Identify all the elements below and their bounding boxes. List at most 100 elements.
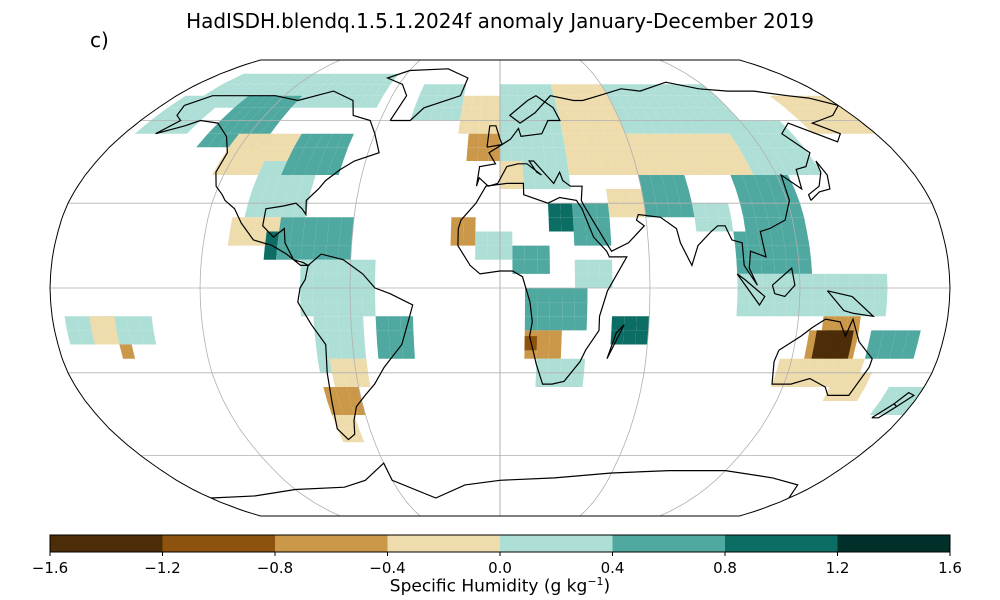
anomaly-cell xyxy=(797,245,812,260)
anomaly-cell xyxy=(616,95,633,108)
anomaly-cell xyxy=(661,95,681,108)
anomaly-cell xyxy=(270,107,292,121)
anomaly-cell xyxy=(769,120,793,134)
anomaly-cell xyxy=(141,330,157,345)
anomaly-cell xyxy=(670,95,690,108)
anomaly-cell xyxy=(351,330,365,345)
anomaly-cell xyxy=(264,175,282,189)
anomaly-cell xyxy=(302,84,324,96)
anomaly-cell xyxy=(709,120,730,134)
anomaly-cell xyxy=(672,175,689,189)
anomaly-cell xyxy=(617,189,632,204)
anomaly-cell xyxy=(651,147,668,161)
colorbar-tick-label: 1.6 xyxy=(938,559,962,577)
anomaly-cell xyxy=(679,95,700,108)
anomaly-cell xyxy=(458,120,471,134)
anomaly-cell xyxy=(272,133,292,148)
anomaly-cell xyxy=(244,203,260,218)
anomaly-cell xyxy=(509,95,519,108)
anomaly-cell xyxy=(689,107,710,121)
anomaly-cell xyxy=(230,84,256,96)
anomaly-cell xyxy=(466,147,479,161)
anomaly-cell xyxy=(437,84,450,96)
anomaly-cell xyxy=(487,231,500,246)
anomaly-cell xyxy=(791,217,807,232)
anomaly-cell xyxy=(299,175,316,189)
anomaly-cell xyxy=(298,147,316,161)
anomaly-cell xyxy=(329,95,348,108)
anomaly-cell xyxy=(337,302,351,317)
anomaly-cell xyxy=(489,133,500,148)
anomaly-cell xyxy=(338,84,357,96)
anomaly-cell xyxy=(841,372,860,387)
anomaly-cell xyxy=(428,84,442,96)
anomaly-cell xyxy=(740,203,756,218)
anomaly-cell xyxy=(537,316,550,331)
anomaly-cell xyxy=(729,133,750,148)
anomaly-cell xyxy=(813,107,840,121)
anomaly-cell xyxy=(587,273,600,288)
anomaly-cell xyxy=(543,147,556,161)
anomaly-cell xyxy=(569,120,584,134)
anomaly-cell xyxy=(463,217,476,232)
anomaly-cell xyxy=(595,107,610,121)
graticule-meridian xyxy=(199,60,341,516)
anomaly-cell xyxy=(234,95,258,108)
anomaly-cell xyxy=(892,330,909,345)
anomaly-cell xyxy=(656,133,674,148)
anomaly-cell xyxy=(755,217,771,232)
anomaly-cell xyxy=(262,95,285,108)
anomaly-cell xyxy=(632,107,650,121)
coastline xyxy=(457,182,628,385)
anomaly-cell xyxy=(759,189,776,204)
anomaly-cell xyxy=(771,133,793,148)
anomaly-cell xyxy=(524,259,538,274)
anomaly-cell xyxy=(150,107,178,121)
anomaly-cell xyxy=(612,161,627,175)
anomaly-cell xyxy=(373,73,392,85)
anomaly-cell xyxy=(252,231,267,246)
anomaly-cell xyxy=(739,120,761,134)
anomaly-cell xyxy=(289,231,304,246)
anomaly-cell xyxy=(891,387,913,401)
anomaly-cell xyxy=(332,372,347,387)
anomaly-cell xyxy=(880,401,904,415)
anomaly-cell xyxy=(829,372,848,387)
anomaly-cell xyxy=(649,120,667,134)
anomaly-cell xyxy=(356,84,374,96)
anomaly-cell xyxy=(836,330,852,345)
anomaly-cell xyxy=(868,330,884,345)
anomaly-cell xyxy=(315,161,332,175)
anomaly-cell xyxy=(235,161,254,175)
anomaly-cell xyxy=(525,84,536,96)
anomaly-cell xyxy=(601,84,617,96)
anomaly-cell xyxy=(694,217,709,232)
anomaly-cell xyxy=(512,245,525,260)
anomaly-cell xyxy=(532,147,545,161)
anomaly-cell xyxy=(279,217,294,232)
anomaly-cell xyxy=(326,330,341,345)
graticule-lines xyxy=(50,60,950,516)
anomaly-cell xyxy=(524,245,538,260)
anomaly-cell xyxy=(462,95,474,108)
anomaly-cell xyxy=(293,203,308,218)
anomaly-cell xyxy=(680,203,695,218)
anomaly-cell xyxy=(317,358,332,373)
anomaly-cell xyxy=(611,316,625,331)
anomaly-cell xyxy=(874,288,888,303)
anomaly-cell xyxy=(276,245,290,260)
anomaly-cell xyxy=(548,344,562,359)
anomaly-cell xyxy=(761,259,775,274)
anomaly-cell xyxy=(598,95,614,108)
anomaly-cell xyxy=(145,120,171,134)
anomaly-cell xyxy=(536,330,550,345)
anomaly-cell xyxy=(478,133,490,148)
anomaly-cell xyxy=(309,147,327,161)
anomaly-cell xyxy=(619,147,635,161)
anomaly-cell xyxy=(66,330,83,345)
anomaly-cell xyxy=(560,358,573,373)
anomaly-cell xyxy=(799,288,813,303)
anomaly-cell xyxy=(313,245,327,260)
anomaly-cell xyxy=(845,387,866,401)
